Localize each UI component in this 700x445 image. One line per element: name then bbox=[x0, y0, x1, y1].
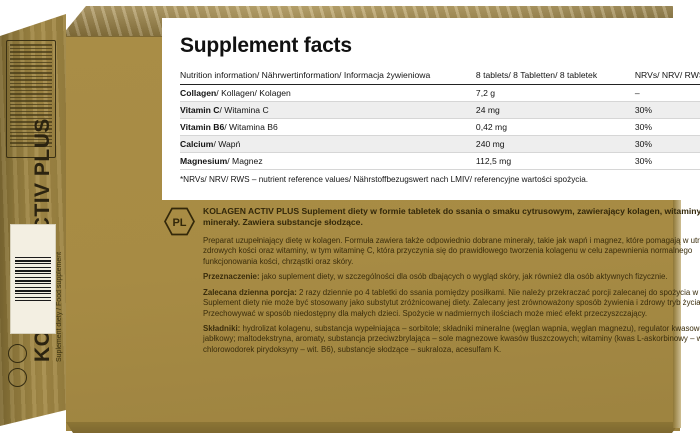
nutrient-name-translations: / Witamina B6 bbox=[224, 121, 278, 132]
nutrient-name-cell: Collagen/ Kollagen/ Kolagen bbox=[180, 84, 476, 103]
table-header-row: Nutrition information/ Nährwertinformati… bbox=[180, 67, 700, 86]
purpose-text: jako suplement diety, w szczególności dl… bbox=[259, 272, 668, 282]
polish-headline: KOLAGEN ACTIV PLUS Suplement diety w for… bbox=[203, 206, 700, 227]
polish-paragraph-description: Preparat uzupełniający dietę w kolagen. … bbox=[203, 236, 700, 266]
nutrient-name: Vitamin C bbox=[180, 104, 220, 115]
recycle-symbol-icon bbox=[8, 344, 27, 363]
dosage-text: 2 razy dziennie po 4 tabletki do ssania … bbox=[203, 287, 700, 318]
svg-text:PL: PL bbox=[172, 217, 186, 229]
nutrient-nrv: 30% bbox=[634, 101, 700, 120]
nrv-footnote: *NRVs/ NRV/ RWS – nutrient reference val… bbox=[180, 174, 589, 184]
nutrient-name-translations: / Kollagen/ Kolagen bbox=[216, 87, 291, 98]
ingredients-text: hydrolizat kolagenu, substancja wypełnia… bbox=[203, 323, 700, 354]
polish-paragraph-ingredients: Składniki: hydrolizat kolagenu, substanc… bbox=[203, 324, 700, 355]
carton-3d: KOLAGEN ACTIV PLUS Suplement diety / Foo… bbox=[0, 6, 700, 436]
green-dot-symbol-icon bbox=[8, 368, 27, 387]
nutrient-amount: 240 mg bbox=[475, 135, 635, 154]
nutrient-amount: 7,2 g bbox=[475, 84, 635, 103]
header-serving: 8 tablets/ 8 Tabletten/ 8 tabletek bbox=[475, 67, 635, 86]
carton-bottom-edge bbox=[66, 422, 680, 433]
ingredients-label: Składniki: bbox=[203, 323, 241, 333]
polish-headline-row: PL KOLAGEN ACTIV PLUS Suplement diety w … bbox=[162, 206, 700, 236]
spine-symbols bbox=[8, 344, 58, 392]
table-row: Collagen/ Kollagen/ Kolagen 7,2 g – bbox=[180, 84, 700, 103]
nutrient-amount: 112,5 mg bbox=[475, 152, 635, 170]
polish-info-section: PL KOLAGEN ACTIV PLUS Suplement diety w … bbox=[162, 206, 700, 406]
header-nrv: NRVs/ NRV/ RWS* bbox=[634, 67, 700, 86]
table-row: Calcium/ Wapń 240 mg 30% bbox=[180, 135, 700, 154]
table-row: Magnesium/ Magnez 112,5 mg 30% bbox=[180, 152, 700, 170]
nutrient-name: Vitamin B6 bbox=[180, 121, 225, 132]
barcode bbox=[10, 224, 56, 334]
dosage-label: Zalecana dzienna porcja: bbox=[203, 287, 297, 297]
polish-paragraph-purpose: Przeznaczenie: jako suplement diety, w s… bbox=[203, 272, 700, 282]
table-row: Vitamin B6/ Witamina B6 0,42 mg 30% bbox=[180, 118, 700, 137]
nutrient-name: Collagen bbox=[180, 87, 217, 98]
spine-product-subtitle: Suplement diety / Food supplement bbox=[56, 251, 63, 362]
spine-fineprint-lines bbox=[10, 44, 52, 147]
carton-side-panel: KOLAGEN ACTIV PLUS Suplement diety / Foo… bbox=[0, 14, 66, 426]
nutrient-name: Calcium bbox=[180, 138, 214, 149]
nutrient-name-translations: / Wapń bbox=[213, 138, 241, 149]
supplement-facts-title: Supplement facts bbox=[180, 34, 352, 57]
nutrient-nrv: 30% bbox=[634, 118, 700, 137]
nutrient-name-cell: Vitamin B6/ Witamina B6 bbox=[180, 118, 476, 137]
supplement-facts-panel: Supplement facts Nutrition information/ … bbox=[162, 18, 700, 200]
table-row: Vitamin C/ Witamina C 24 mg 30% bbox=[180, 101, 700, 120]
carton-right-edge bbox=[673, 36, 681, 428]
nutrient-name-cell: Calcium/ Wapń bbox=[180, 135, 476, 154]
purpose-label: Przeznaczenie: bbox=[203, 272, 260, 282]
spine-text-block bbox=[6, 40, 56, 158]
polish-paragraph-dosage: Zalecana dzienna porcja: 2 razy dziennie… bbox=[203, 288, 700, 319]
barcode-bars bbox=[15, 257, 51, 301]
nutrient-amount: 0,42 mg bbox=[475, 118, 635, 137]
nutrient-name-cell: Magnesium/ Magnez bbox=[180, 152, 476, 170]
nutrient-name: Magnesium bbox=[180, 155, 228, 166]
nutrient-name-cell: Vitamin C/ Witamina C bbox=[180, 101, 476, 120]
nutrient-name-translations: / Magnez bbox=[227, 155, 263, 166]
nutrient-name-translations: / Witamina C bbox=[219, 104, 269, 115]
polish-body: Preparat uzupełniający dietę w kolagen. … bbox=[203, 236, 700, 355]
nutrient-amount: 24 mg bbox=[475, 101, 635, 120]
header-label: Nutrition information/ Nährwertinformati… bbox=[180, 67, 476, 86]
nutrient-nrv: – bbox=[634, 84, 700, 103]
nutrient-nrv: 30% bbox=[634, 152, 700, 170]
pl-country-badge-icon: PL bbox=[164, 207, 195, 236]
nutrition-table: Nutrition information/ Nährwertinformati… bbox=[180, 67, 700, 170]
nutrient-nrv: 30% bbox=[634, 135, 700, 154]
